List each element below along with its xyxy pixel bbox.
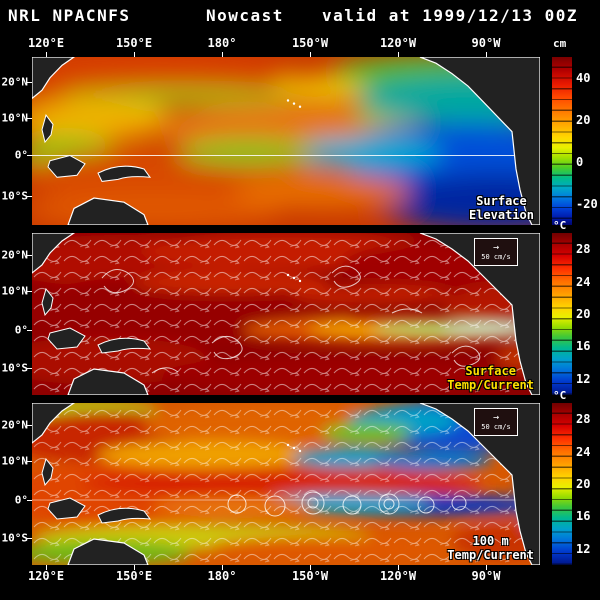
lat-tick-label: 0° [14, 493, 28, 507]
lat-tick-label: 10°N [1, 111, 29, 125]
axis-tick [27, 461, 32, 462]
colorbar-tick-label: 0 [576, 155, 584, 169]
header-valid-time: valid at 1999/12/13 00Z [322, 6, 579, 25]
colorbar-unit: °C [553, 219, 567, 232]
lon-tick-label: 120°E [27, 36, 65, 50]
vector-scale-box: → 50 cm/s [474, 238, 518, 266]
lat-tick-label: 20°N [1, 75, 29, 89]
colorbar-tick-label: 24 [576, 275, 591, 289]
axis-tick [134, 52, 135, 57]
vector-scale-label: 50 cm/s [481, 253, 511, 261]
axis-tick [46, 52, 47, 57]
axis-tick [222, 52, 223, 57]
current-eddies [101, 265, 481, 374]
lat-tick-label: 0° [14, 148, 28, 162]
lon-tick-label: 150°W [291, 36, 329, 50]
lon-tick-label: 180° [207, 36, 237, 50]
colorbar-tick-label: 28 [576, 242, 591, 256]
lat-tick-label: 10°S [1, 361, 29, 375]
axis-tick [398, 565, 399, 570]
panel-100m-temp-current: → 50 cm/s 100 m Temp/Current [32, 403, 540, 565]
header-product: Nowcast [206, 6, 284, 25]
axis-tick [27, 538, 32, 539]
vector-scale-box: → 50 cm/s [474, 408, 518, 436]
axis-tick [486, 52, 487, 57]
lon-tick-label: 150°E [115, 569, 153, 583]
lon-tick-label: 150°W [291, 569, 329, 583]
axis-tick [398, 52, 399, 57]
vector-scale-arrow-icon: → [492, 412, 500, 423]
axis-tick [222, 565, 223, 570]
vector-scale-arrow-icon: → [492, 242, 500, 253]
lon-tick-label: 180° [207, 569, 237, 583]
axis-tick [27, 155, 32, 156]
lon-tick-label: 120°W [379, 36, 417, 50]
axis-tick [310, 565, 311, 570]
colorbar-tick-label: 16 [576, 339, 591, 353]
colorbar-tick-label: -20 [576, 197, 598, 211]
colorbar-tick-label: 24 [576, 445, 591, 459]
current-vectors-overlay [32, 233, 540, 395]
axis-tick [27, 196, 32, 197]
lon-tick-label: 90°W [471, 569, 501, 583]
lon-tick-label: 120°W [379, 569, 417, 583]
colorbar-tick-label: 16 [576, 509, 591, 523]
axis-tick [27, 255, 32, 256]
header-agency: NRL NPACNFS [8, 6, 131, 25]
colorbar-tick-label: 40 [576, 71, 591, 85]
vector-scale-label: 50 cm/s [481, 423, 511, 431]
axis-tick [27, 82, 32, 83]
lat-tick-label: 20°N [1, 418, 29, 432]
map-surface-elevation [32, 57, 540, 225]
axis-tick [134, 565, 135, 570]
panel-label: 100 m Temp/Current [447, 534, 534, 562]
colorbar-tick-label: 20 [576, 307, 591, 321]
axis-tick [27, 291, 32, 292]
axis-tick [27, 425, 32, 426]
colorbar-unit: cm [553, 37, 567, 50]
lon-tick-label: 90°W [471, 36, 501, 50]
panel-surface-elevation: Surface Elevation [32, 57, 540, 225]
axis-tick [27, 118, 32, 119]
lat-tick-label: 10°S [1, 531, 29, 545]
lat-tick-label: 10°N [1, 454, 29, 468]
lat-tick-label: 0° [14, 323, 28, 337]
axis-tick [27, 330, 32, 331]
axis-tick [27, 368, 32, 369]
colorbar-tick-label: 28 [576, 412, 591, 426]
colorbar-subsurface-temp [552, 403, 572, 565]
colorbar-tick-label: 12 [576, 542, 591, 556]
panel-surface-temp-current: → 50 cm/s Surface Temp/Current [32, 233, 540, 395]
lon-tick-label: 150°E [115, 36, 153, 50]
lat-tick-label: 20°N [1, 248, 29, 262]
lat-tick-label: 10°N [1, 284, 29, 298]
colorbar-surface-temp [552, 233, 572, 395]
colorbar-tick-label: 12 [576, 372, 591, 386]
map-100m-temp-current [32, 403, 540, 565]
axis-tick [486, 565, 487, 570]
panel-label: Surface Temp/Current [447, 364, 534, 392]
colorbar-elevation [552, 57, 572, 225]
axis-tick [46, 565, 47, 570]
colorbar-tick-label: 20 [576, 477, 591, 491]
lon-tick-label: 120°E [27, 569, 65, 583]
lat-tick-label: 10°S [1, 189, 29, 203]
current-vectors-overlay [32, 403, 540, 565]
colorbar-tick-label: 20 [576, 113, 591, 127]
colorbar-unit: °C [553, 389, 567, 402]
map-surface-temp-current [32, 233, 540, 395]
axis-tick [27, 500, 32, 501]
axis-tick [310, 52, 311, 57]
panel-label: Surface Elevation [468, 194, 534, 222]
